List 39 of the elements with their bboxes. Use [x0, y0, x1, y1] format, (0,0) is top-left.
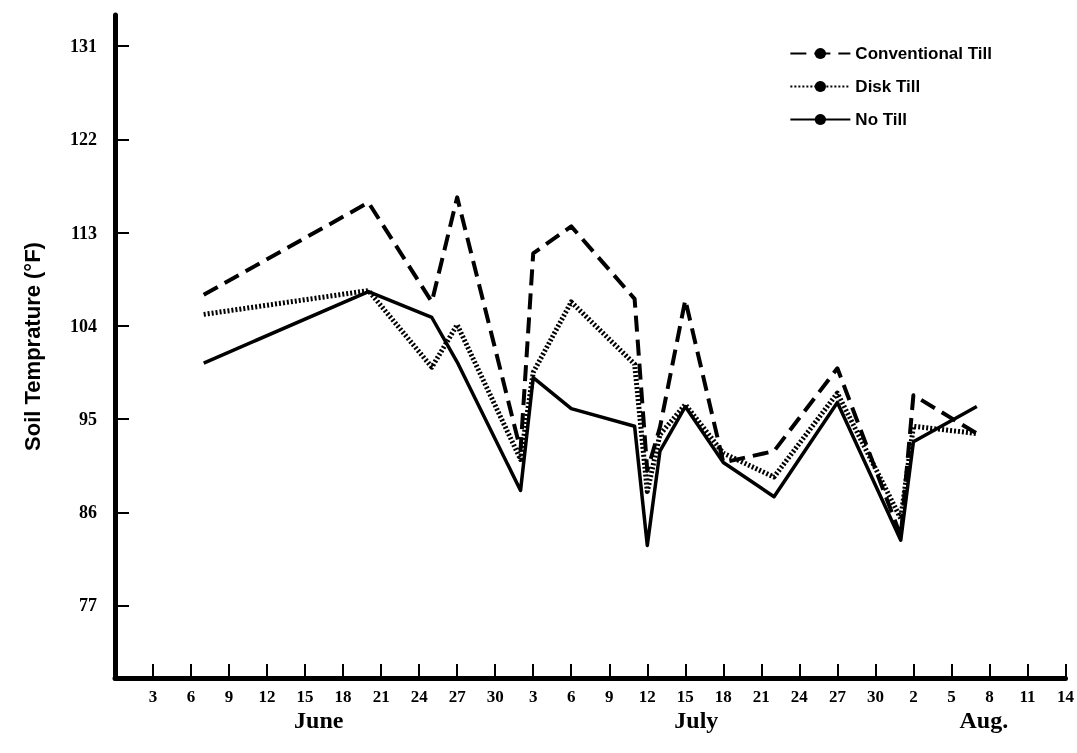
- x-tick-label: 27: [448, 687, 467, 706]
- y-tick-label: 131: [70, 36, 97, 57]
- legend-label: No Till: [855, 110, 907, 129]
- y-tick-label: 113: [70, 222, 97, 243]
- x-tick-label: 3: [528, 687, 538, 706]
- x-tick-label: 9: [605, 687, 614, 706]
- x-tick-label: 24: [790, 687, 809, 706]
- x-tick-label: 15: [676, 687, 694, 706]
- x-tick-label: 12: [258, 687, 276, 706]
- x-tick-label: 18: [334, 687, 352, 706]
- x-tick-label: 8: [985, 687, 994, 706]
- x-tick-label: 27: [828, 687, 847, 706]
- y-tick-label: 95: [79, 409, 97, 430]
- x-tick-label: 12: [638, 687, 656, 706]
- text: Aug.: [959, 707, 1009, 733]
- x-tick-label: 11: [1019, 687, 1036, 706]
- x-tick-label: 30: [866, 687, 884, 706]
- x-tick-label: 18: [714, 687, 732, 706]
- y-tick-label: 122: [70, 129, 97, 150]
- x-tick-label: 14: [1057, 687, 1075, 706]
- text: June: [294, 707, 344, 733]
- x-tick-label: 30: [486, 687, 504, 706]
- x-tick-label: 24: [410, 687, 429, 706]
- x-tick-label: 6: [566, 687, 576, 706]
- y-tick-label: 104: [70, 315, 97, 336]
- x-tick-label: 21: [372, 687, 390, 706]
- y-axis-title: Soil Temprature (°F): [19, 242, 45, 451]
- x-tick-label: 2: [909, 687, 918, 706]
- x-tick-label: 6: [186, 687, 196, 706]
- x-tick-label: 5: [947, 687, 956, 706]
- x-tick-label: 9: [224, 687, 234, 706]
- text: July: [674, 707, 719, 733]
- legend-label: Conventional Till: [855, 44, 992, 63]
- x-tick-label: 15: [296, 687, 314, 706]
- x-tick-label: 3: [148, 687, 158, 706]
- x-tick-label: 21: [752, 687, 770, 706]
- y-tick-label: 86: [79, 502, 97, 523]
- legend-label: Disk Till: [855, 77, 921, 96]
- y-tick-label: 77: [79, 595, 97, 616]
